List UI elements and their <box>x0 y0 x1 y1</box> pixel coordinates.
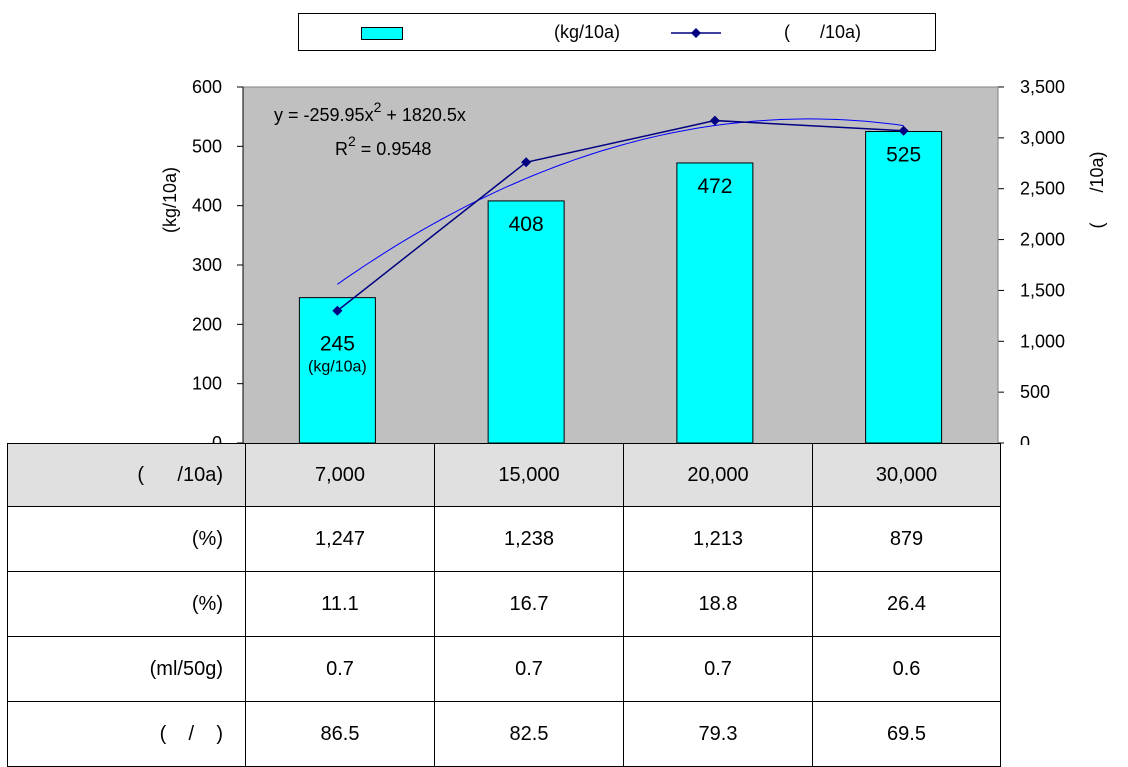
series-marker <box>709 115 720 126</box>
table-cell: 0.7 <box>434 636 624 702</box>
y-tick-right-label: 1,000 <box>1020 331 1065 351</box>
trendline-equation: y = -259.95x2 + 1820.5x <box>274 99 466 125</box>
y-tick-left-label: 0 <box>212 433 222 445</box>
table-cell: 82.5 <box>434 701 624 767</box>
series-marker <box>332 305 343 316</box>
legend-line-swatch <box>671 28 721 38</box>
y-axis-left-label: (kg/10a) <box>160 167 180 233</box>
legend-bar-label: (kg/10a) <box>554 22 621 42</box>
table-cell: 26.4 <box>812 571 1001 637</box>
row-header: ( /10a) <box>7 443 246 507</box>
table-cell: 0.7 <box>623 636 813 702</box>
table-cell: 879 <box>812 506 1001 572</box>
table-cell: 15,000 <box>434 443 624 507</box>
bar <box>676 162 754 444</box>
y-tick-left-label: 200 <box>192 314 222 334</box>
y-tick-left-label: 500 <box>192 136 222 156</box>
y-tick-right-label: 2,000 <box>1020 230 1065 250</box>
table-row: ( /10a) 7,000 15,000 20,000 30,000 <box>7 443 1001 507</box>
series-marker <box>898 125 909 136</box>
chart: 0 100 200 300 400 500 600 0 500 1,000 1,500 2,000 2… <box>160 77 1107 445</box>
table-row: (ml/50g) 0.7 0.7 0.7 0.6 <box>7 636 1001 702</box>
y-axis-right-label: ( /10a) <box>1087 151 1107 228</box>
legend-bar-swatch <box>361 27 403 40</box>
bar <box>865 131 943 444</box>
data-table: ( /10a) 7,000 15,000 20,000 30,000 (%) 1,247 1,… <box>7 443 1001 767</box>
trendline <box>337 118 904 285</box>
table-cell: 7,000 <box>245 443 435 507</box>
table-cell: 69.5 <box>812 701 1001 767</box>
bar-data-label: 408 <box>509 213 544 236</box>
table-cell: 30,000 <box>812 443 1001 507</box>
trendline-r-squared: R2 = 0.9548 <box>335 133 431 159</box>
series-line <box>336 119 904 312</box>
table-cell: 79.3 <box>623 701 813 767</box>
row-header: (%) <box>7 506 246 572</box>
table-row: ( / ) 86.5 82.5 79.3 69.5 <box>7 701 1001 767</box>
y-tick-left-label: 300 <box>192 255 222 275</box>
table-cell: 11.1 <box>245 571 435 637</box>
table-cell: 86.5 <box>245 701 435 767</box>
bar-unit-label: (kg/10a) <box>308 359 367 376</box>
bar-data-label: 525 <box>886 144 921 167</box>
y-tick-left-label: 600 <box>192 77 222 97</box>
table-cell: 0.7 <box>245 636 435 702</box>
y-tick-right-label: 1,500 <box>1020 280 1065 300</box>
y-tick-left-label: 100 <box>192 374 222 394</box>
bar-data-label: 245 <box>320 333 355 356</box>
row-header: ( / ) <box>7 701 246 767</box>
bar <box>487 200 565 444</box>
table-cell: 18.8 <box>623 571 813 637</box>
row-header: (ml/50g) <box>7 636 246 702</box>
y-tick-right-label: 3,000 <box>1020 128 1065 148</box>
table-row: (%) 11.1 16.7 18.8 26.4 <box>7 571 1001 637</box>
table-cell: 20,000 <box>623 443 813 507</box>
y-tick-right-label: 500 <box>1020 382 1050 402</box>
chart-legend: (kg/10a) ( /10a) <box>298 13 936 51</box>
series-marker <box>521 157 532 168</box>
table-row: (%) 1,247 1,238 1,213 879 <box>7 506 1001 572</box>
y-tick-left-label: 400 <box>192 196 222 216</box>
y-tick-right-label: 3,500 <box>1020 77 1065 97</box>
table-cell: 1,213 <box>623 506 813 572</box>
row-header: (%) <box>7 571 246 637</box>
y-tick-right-label: 2,500 <box>1020 179 1065 199</box>
table-cell: 1,247 <box>245 506 435 572</box>
table-cell: 1,238 <box>434 506 624 572</box>
table-cell: 16.7 <box>434 571 624 637</box>
table-cell: 0.6 <box>812 636 1001 702</box>
y-tick-right-label: 0 <box>1020 433 1030 445</box>
bar-data-label: 472 <box>697 175 732 198</box>
legend-line-label: ( /10a) <box>784 22 862 42</box>
bar <box>298 297 376 444</box>
